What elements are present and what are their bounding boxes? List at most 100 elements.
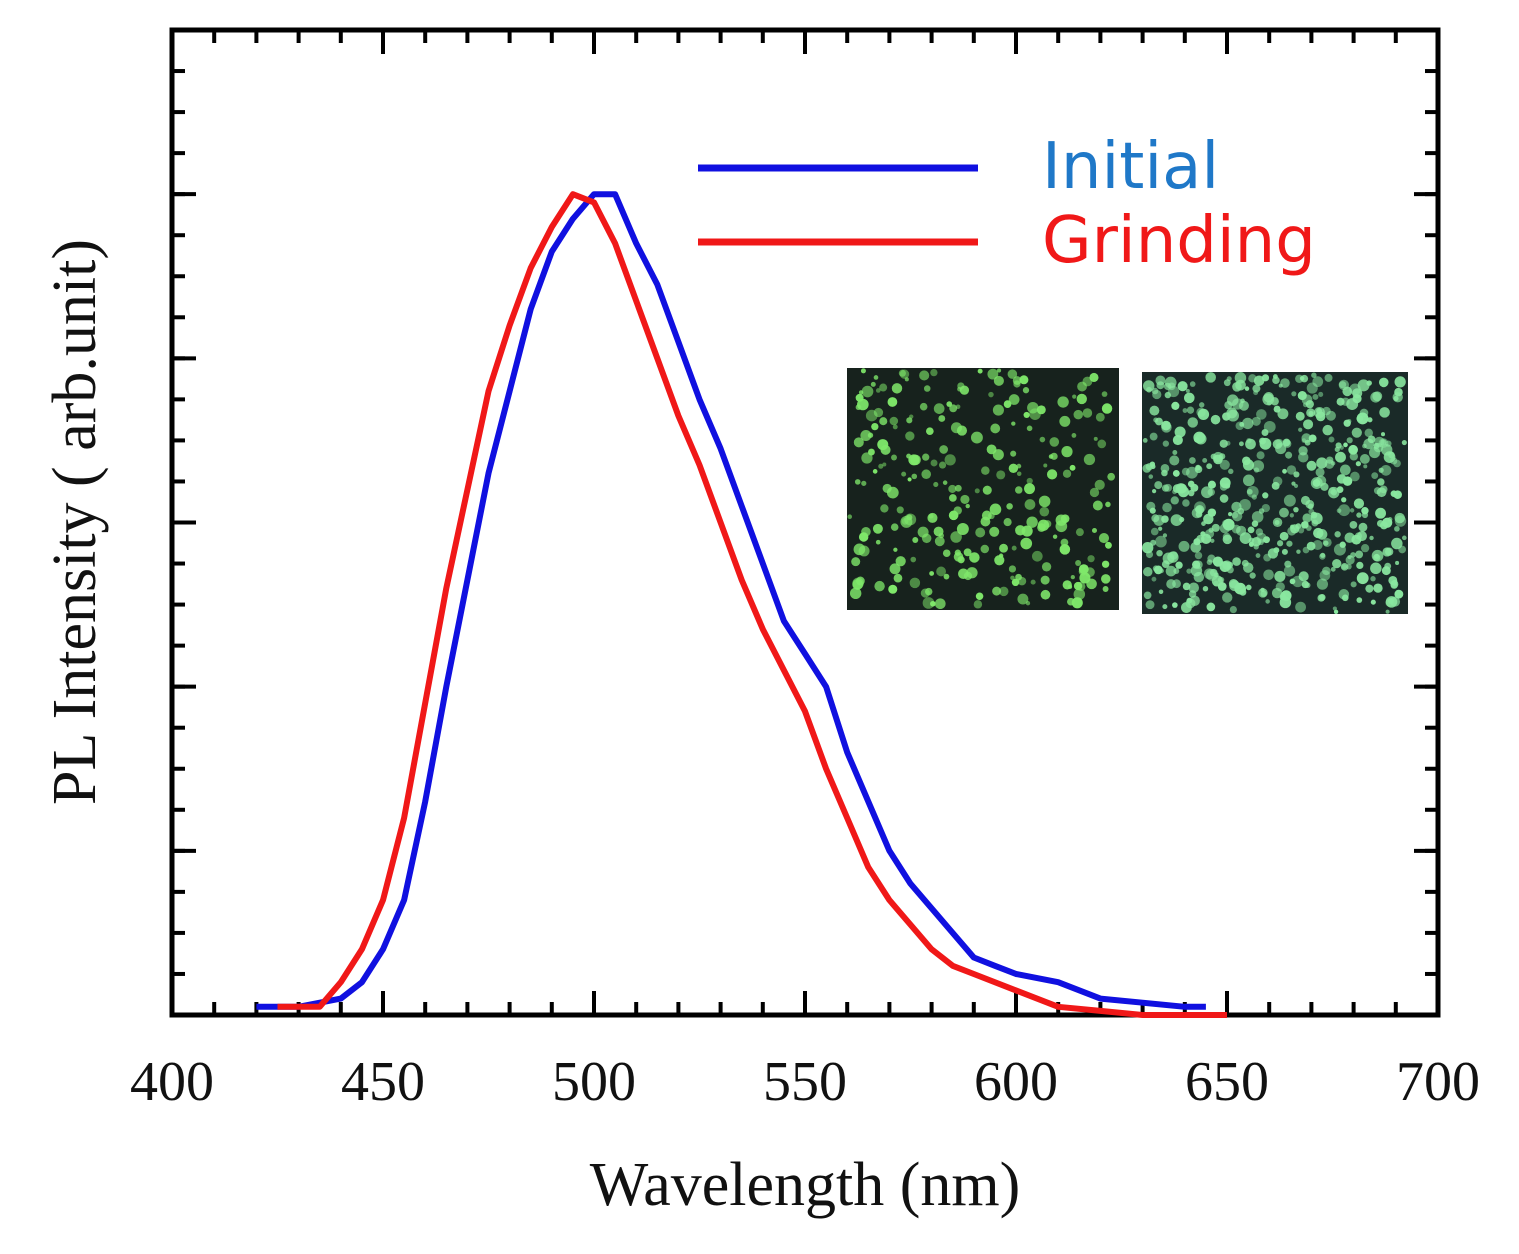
speckle (1011, 578, 1020, 587)
speckle (1008, 463, 1019, 474)
speckle (1395, 560, 1400, 565)
speckle (956, 522, 969, 535)
speckle (1261, 374, 1270, 382)
speckle (1010, 575, 1015, 581)
speckle (920, 588, 930, 598)
speckle (974, 488, 980, 494)
speckle (1194, 551, 1203, 560)
speckle (1305, 400, 1314, 409)
speckle (996, 470, 1006, 480)
speckle (1306, 525, 1312, 531)
speckle (1142, 438, 1148, 443)
speckle (975, 527, 986, 538)
speckle (853, 437, 864, 448)
speckle (1170, 496, 1179, 505)
speckle (1155, 375, 1166, 386)
speckle (1049, 437, 1060, 447)
speckle (1251, 416, 1261, 426)
speckle (1062, 469, 1072, 478)
series-line (256, 191, 1206, 1010)
speckle (908, 454, 920, 466)
speckle (891, 383, 903, 394)
speckle (888, 584, 898, 594)
speckle (1094, 479, 1105, 490)
speckle (893, 547, 898, 552)
speckle (1333, 543, 1346, 556)
speckle (954, 549, 961, 556)
speckle (1256, 451, 1265, 460)
speckle (855, 576, 865, 586)
speckle (933, 526, 944, 537)
speckle (889, 563, 901, 575)
speckle (969, 552, 980, 563)
speckle (1246, 485, 1259, 498)
speckle (1343, 442, 1348, 448)
speckle (949, 494, 957, 502)
speckle (1303, 419, 1314, 430)
speckle (1073, 588, 1086, 600)
speckle (1390, 581, 1398, 589)
speckle (1298, 571, 1309, 582)
speckle (1169, 551, 1178, 560)
speckle (1259, 437, 1266, 445)
speckle (1194, 560, 1203, 570)
speckle (861, 452, 873, 464)
speckle (1213, 580, 1219, 587)
speckle (982, 485, 992, 495)
speckle (1189, 457, 1196, 464)
speckle (1213, 572, 1219, 578)
speckle (1253, 544, 1259, 550)
speckle (1320, 552, 1326, 558)
speckle (1158, 526, 1163, 531)
speckle (1356, 415, 1364, 423)
speckle (890, 523, 899, 531)
speckle (949, 404, 958, 413)
speckle (858, 390, 864, 395)
speckle (875, 388, 881, 393)
speckle (1229, 606, 1237, 614)
speckle (1334, 531, 1341, 538)
speckle (1392, 392, 1403, 403)
speckle (1271, 587, 1283, 599)
speckle (1302, 402, 1308, 408)
speckle (1172, 450, 1178, 455)
speckle (1017, 593, 1029, 605)
speckle (939, 461, 947, 469)
speckle (849, 587, 862, 600)
speckle (1202, 457, 1208, 463)
speckle (958, 568, 969, 580)
speckle (1285, 451, 1293, 459)
speckle (1143, 567, 1153, 577)
speckle (871, 422, 879, 431)
speckle (879, 417, 888, 426)
speckle (957, 386, 962, 392)
speckle (1328, 436, 1335, 443)
speckle (988, 391, 994, 398)
speckle (1333, 609, 1339, 614)
speckle (1339, 464, 1351, 476)
speckle (1011, 421, 1016, 426)
speckle (1298, 427, 1303, 432)
speckle (934, 536, 945, 547)
speckle (1370, 599, 1376, 605)
speckle (930, 368, 938, 377)
speckle (1085, 567, 1095, 578)
speckle (1263, 569, 1274, 581)
speckle (1304, 582, 1311, 589)
speckle (1143, 591, 1152, 600)
speckle (933, 481, 939, 488)
speckle (992, 404, 1004, 416)
speckle (919, 402, 928, 411)
speckle (1041, 562, 1052, 572)
speckle (1003, 518, 1012, 527)
speckle (1207, 480, 1216, 489)
speckle (1069, 464, 1076, 471)
speckle (957, 556, 965, 564)
speckle (1012, 376, 1022, 385)
speckle (1266, 400, 1272, 406)
speckle (1393, 459, 1401, 468)
speckle (1326, 456, 1334, 464)
speckle (1336, 508, 1342, 514)
speckle (1319, 570, 1331, 581)
inset-photos (847, 368, 1408, 614)
